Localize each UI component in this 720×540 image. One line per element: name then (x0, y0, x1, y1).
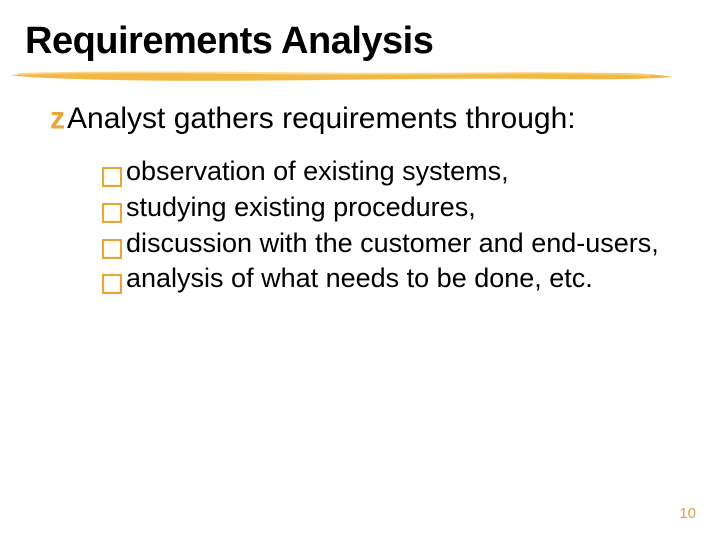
level1-text: Analyst gathers requirements through: (67, 102, 576, 135)
list-item-text: observation of existing systems, (126, 155, 690, 189)
list-item-text: studying existing procedures, (126, 191, 690, 225)
list-item: studying existing procedures, (102, 191, 690, 225)
z-bullet-icon: z (50, 100, 65, 138)
level2-list: observation of existing systems, studyin… (102, 155, 690, 296)
page-number: 10 (679, 505, 696, 522)
title-underline (0, 69, 680, 77)
slide-title: Requirements Analysis (25, 20, 690, 63)
y-bullet-icon (102, 198, 122, 218)
list-item: analysis of what needs to be done, etc. (102, 262, 690, 296)
list-item-text: analysis of what needs to be done, etc. (126, 262, 690, 296)
level1-bullet-item: zAnalyst gathers requirements through: (50, 101, 690, 137)
y-bullet-icon (102, 162, 122, 182)
list-item: observation of existing systems, (102, 155, 690, 189)
y-bullet-icon (102, 234, 122, 254)
list-item: discussion with the customer and end-use… (102, 227, 690, 261)
slide: Requirements Analysis zAnalyst gathers r… (0, 0, 720, 540)
list-item-text: discussion with the customer and end-use… (126, 227, 690, 261)
y-bullet-icon (102, 269, 122, 289)
